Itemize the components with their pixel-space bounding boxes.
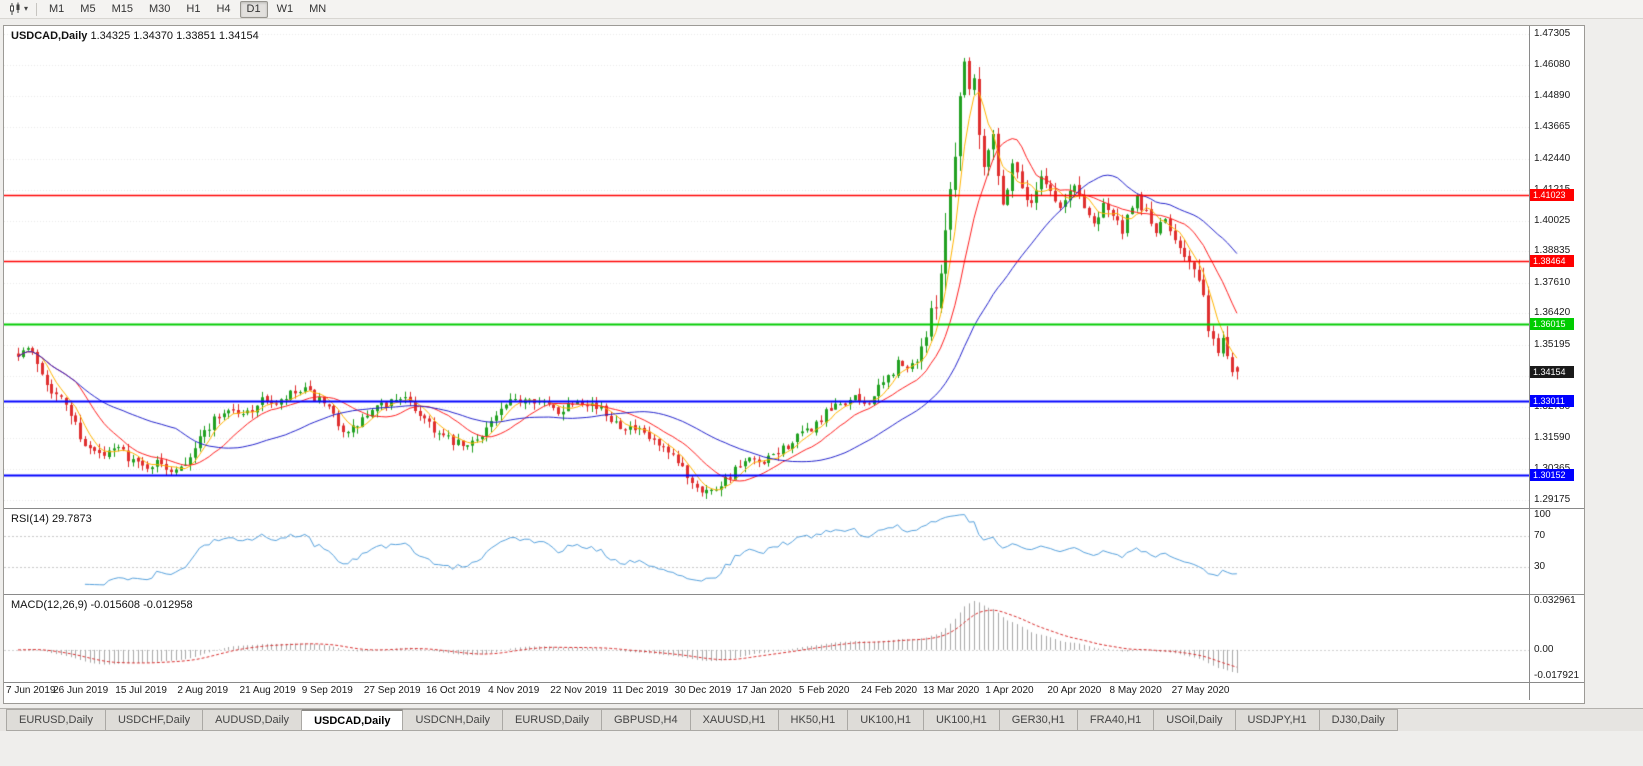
rsi-axis[interactable]: 100 70 30 <box>1529 509 1584 594</box>
price-level-badge: 1.36015 <box>1530 317 1574 330</box>
chart-symbol: USDCAD,Daily <box>11 30 88 42</box>
timeframe-button-w1[interactable]: W1 <box>276 2 294 15</box>
price-level-badge: 1.33011 <box>1530 395 1574 408</box>
price-tick-label: 1.36420 <box>1534 307 1571 319</box>
rsi-chart-canvas[interactable] <box>4 509 1529 594</box>
chart-tab-dj30-daily-15[interactable]: DJ30,Daily <box>1319 709 1398 731</box>
price-level-badge: 1.41023 <box>1530 189 1574 202</box>
date-label: 13 Mar 2020 <box>923 685 980 696</box>
macd-tick-label: 0.032961 <box>1534 595 1576 606</box>
toolbar-separator <box>36 2 38 16</box>
chart-tab-fra40-h1-12[interactable]: FRA40,H1 <box>1077 709 1155 731</box>
price-tick-label: 1.44890 <box>1534 89 1571 101</box>
chart-tab-ger30-h1-11[interactable]: GER30,H1 <box>999 709 1078 731</box>
date-label: 20 Apr 2020 <box>1047 685 1102 696</box>
timeframe-button-h4[interactable]: H4 <box>216 2 231 15</box>
current-price-badge: 1.34154 <box>1530 365 1574 378</box>
date-label: 27 May 2020 <box>1171 685 1230 696</box>
price-tick-label: 1.43665 <box>1534 121 1571 133</box>
date-label: 26 Jun 2019 <box>53 685 109 696</box>
price-tick-label: 1.29175 <box>1534 493 1571 505</box>
top-toolbar: ▾ M1 M5 M15 M30 H1 H4 D1 W1 MN <box>0 0 1643 19</box>
chart-tab-eurusd-daily-5[interactable]: EURUSD,Daily <box>503 709 602 731</box>
rsi-pane: RSI(14) 29.7873 100 70 30 <box>4 509 1584 595</box>
date-label: 7 Jun 2019 <box>6 685 56 696</box>
candlestick-chart-icon <box>10 2 20 15</box>
date-label: 21 Aug 2019 <box>239 685 296 696</box>
macd-axis[interactable]: 0.032961 0.00 -0.017921 <box>1529 595 1584 682</box>
price-axis[interactable]: 1.473051.460801.448901.436651.424401.412… <box>1529 26 1584 508</box>
timeframe-button-h1[interactable]: H1 <box>186 2 201 15</box>
date-label: 30 Dec 2019 <box>674 685 732 696</box>
date-label: 27 Sep 2019 <box>363 685 421 696</box>
price-chart-canvas[interactable] <box>4 26 1529 508</box>
date-label: 1 Apr 2020 <box>985 685 1034 696</box>
chart-tab-usdchf-daily-1[interactable]: USDCHF,Daily <box>105 709 204 731</box>
timeframe-button-mn[interactable]: MN <box>309 2 327 15</box>
rsi-tick-label: 100 <box>1534 509 1551 520</box>
date-label: 16 Oct 2019 <box>425 685 481 696</box>
date-label: 5 Feb 2020 <box>798 685 850 696</box>
timeframe-button-group: M1 M5 M15 M30 H1 H4 D1 W1 MN <box>42 0 335 18</box>
price-tick-label: 1.37610 <box>1534 276 1571 288</box>
price-tick-label: 1.46080 <box>1534 59 1571 71</box>
axis-corner <box>1529 683 1584 700</box>
chart-window: USDCAD,Daily 1.34325 1.34370 1.33851 1.3… <box>3 25 1585 704</box>
date-label: 4 Nov 2019 <box>488 685 540 696</box>
chart-tab-usdjpy-h1-14[interactable]: USDJPY,H1 <box>1235 709 1320 731</box>
date-label: 2 Aug 2019 <box>177 685 229 696</box>
chart-tab-audusd-daily-2[interactable]: AUDUSD,Daily <box>203 709 303 731</box>
price-tick-label: 1.47305 <box>1534 27 1571 39</box>
price-tick-label: 1.31590 <box>1534 431 1571 443</box>
date-label: 8 May 2020 <box>1109 685 1162 696</box>
date-label: 22 Nov 2019 <box>550 685 607 696</box>
macd-tick-label: -0.017921 <box>1534 670 1580 681</box>
chart-title: USDCAD,Daily 1.34325 1.34370 1.33851 1.3… <box>11 30 259 42</box>
chart-tab-xauusd-h1-7[interactable]: XAUUSD,H1 <box>690 709 779 731</box>
chart-tabs-bar: EURUSD,Daily USDCHF,Daily AUDUSD,Daily USDC… <box>0 708 1643 731</box>
chart-ohlc-values: 1.34325 1.34370 1.33851 1.34154 <box>90 30 259 42</box>
timeframe-button-d1[interactable]: D1 <box>239 0 268 18</box>
date-label: 24 Feb 2020 <box>860 685 918 696</box>
timeframe-button-m1[interactable]: M1 <box>49 2 65 15</box>
price-tick-label: 1.38835 <box>1534 245 1571 257</box>
price-tick-label: 1.35195 <box>1534 338 1571 350</box>
date-label: 9 Sep 2019 <box>301 685 353 696</box>
chart-tab-hk50-h1-8[interactable]: HK50,H1 <box>778 709 849 731</box>
price-tick-label: 1.40025 <box>1534 214 1571 226</box>
price-level-badge: 1.30152 <box>1530 468 1574 481</box>
time-axis[interactable]: 7 Jun 2019 26 Jun 2019 15 Jul 2019 2 Aug 20… <box>4 683 1584 700</box>
chart-tab-uk100-h1-10[interactable]: UK100,H1 <box>923 709 1000 731</box>
price-pane: USDCAD,Daily 1.34325 1.34370 1.33851 1.3… <box>4 26 1584 509</box>
chart-tab-gbpusd-h4-6[interactable]: GBPUSD,H4 <box>602 709 691 731</box>
rsi-indicator-label: RSI(14) 29.7873 <box>11 513 92 525</box>
chart-tab-uk100-h1-9[interactable]: UK100,H1 <box>848 709 924 731</box>
chart-tab-eurusd-daily-0[interactable]: EURUSD,Daily <box>6 709 106 731</box>
rsi-tick-label: 30 <box>1534 561 1546 573</box>
price-tick-label: 1.42440 <box>1534 152 1571 164</box>
date-label: 15 Jul 2019 <box>115 685 167 696</box>
chart-type-button[interactable]: ▾ <box>5 1 31 17</box>
timeframe-button-m5[interactable]: M5 <box>80 2 96 15</box>
caret-down-icon: ▾ <box>24 4 29 13</box>
date-label: 17 Jan 2020 <box>736 685 792 696</box>
price-level-badge: 1.38464 <box>1530 254 1574 267</box>
rsi-tick-label: 70 <box>1534 529 1546 541</box>
chart-tab-usdcad-daily-3[interactable]: USDCAD,Daily <box>302 709 404 731</box>
chart-tab-usdcnh-daily-4[interactable]: USDCNH,Daily <box>403 709 504 731</box>
timeframe-button-m15[interactable]: M15 <box>111 2 133 15</box>
chart-tab-usoil-daily-13[interactable]: USOil,Daily <box>1154 709 1236 731</box>
timeframe-button-m30[interactable]: M30 <box>148 2 171 15</box>
date-label: 11 Dec 2019 <box>612 685 669 696</box>
macd-chart-canvas[interactable] <box>4 595 1529 682</box>
macd-indicator-label: MACD(12,26,9) -0.015608 -0.012958 <box>11 599 193 611</box>
macd-pane: MACD(12,26,9) -0.015608 -0.012958 0.0329… <box>4 595 1584 683</box>
macd-tick-label: 0.00 <box>1534 643 1554 655</box>
